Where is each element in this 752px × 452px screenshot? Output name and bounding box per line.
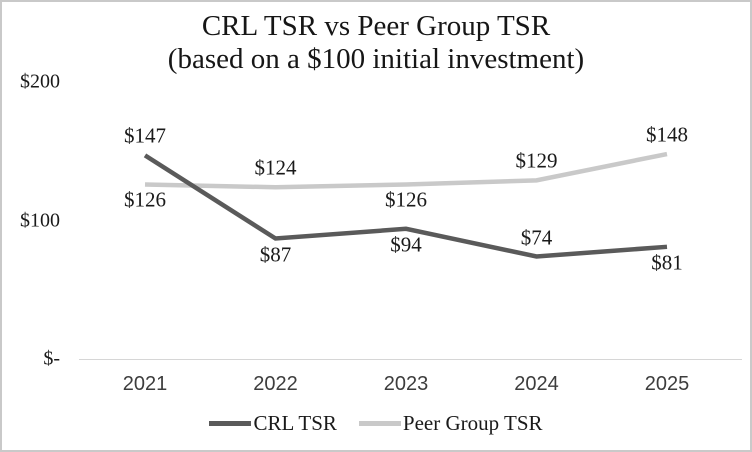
data-label: $87 xyxy=(259,242,292,266)
chart-title: CRL TSR vs Peer Group TSR xyxy=(201,10,551,42)
series-line-crl-tsr xyxy=(143,153,668,259)
x-axis-tick-label: 2023 xyxy=(383,373,429,395)
data-label: $148 xyxy=(646,122,688,147)
data-label: $81 xyxy=(651,250,683,275)
y-axis-tick-label: $200 xyxy=(20,70,60,93)
x-axis-line xyxy=(79,359,742,360)
data-label: $129 xyxy=(515,148,558,173)
data-label: $74 xyxy=(520,225,553,249)
crl-tsr-line-sample-icon xyxy=(209,421,252,426)
x-axis-tick-label: 2022 xyxy=(253,373,298,395)
y-axis-tick-label: $100 xyxy=(20,209,60,231)
chart-title-block: CRL TSR vs Peer Group TSR (based on a $1… xyxy=(2,10,750,76)
data-label: $126 xyxy=(385,187,427,212)
data-label: $147 xyxy=(124,123,166,148)
legend-label-crl-tsr: CRL TSR xyxy=(253,411,337,435)
peer-group-tsr-line-sample-icon xyxy=(358,421,401,426)
y-axis-tick-label: $- xyxy=(43,347,60,370)
data-label: $124 xyxy=(254,155,297,180)
x-axis-tick-label: 2021 xyxy=(122,373,168,395)
legend-item-crl-tsr: CRL TSR xyxy=(209,411,337,436)
x-axis-tick-label: 2024 xyxy=(514,373,559,395)
x-axis-tick-label: 2025 xyxy=(644,373,690,395)
data-label: $126 xyxy=(124,187,166,212)
data-label: $94 xyxy=(390,232,422,257)
legend-label-peer-group-tsr: Peer Group TSR xyxy=(402,411,543,435)
series-line-peer-group-tsr xyxy=(144,151,668,190)
legend-item-peer-group-tsr: Peer Group TSR xyxy=(358,411,543,436)
chart-subtitle: (based on a $100 initial investment) xyxy=(167,43,585,75)
legend: CRL TSR Peer Group TSR xyxy=(2,411,750,436)
